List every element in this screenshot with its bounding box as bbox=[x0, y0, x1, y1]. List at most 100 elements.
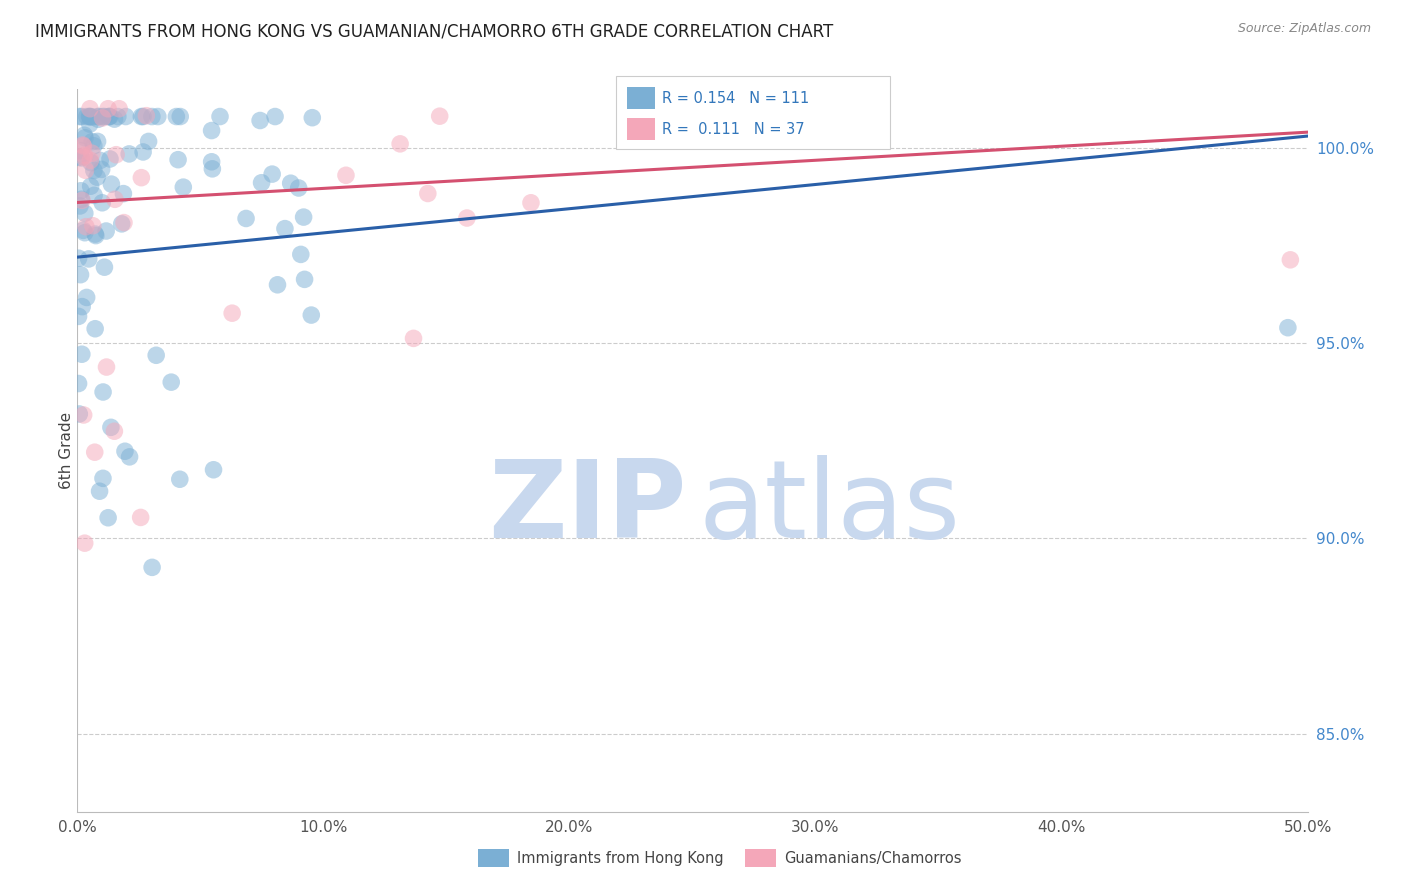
Point bbox=[520, 195, 543, 210]
Point bbox=[416, 186, 439, 201]
Point bbox=[76, 290, 98, 304]
Point bbox=[84, 322, 107, 336]
Point bbox=[456, 211, 478, 225]
Point bbox=[266, 277, 288, 292]
Point bbox=[118, 147, 141, 161]
Text: IMMIGRANTS FROM HONG KONG VS GUAMANIAN/CHAMORRO 6TH GRADE CORRELATION CHART: IMMIGRANTS FROM HONG KONG VS GUAMANIAN/C… bbox=[35, 22, 834, 40]
Point bbox=[389, 136, 412, 151]
Point bbox=[67, 376, 90, 391]
Point bbox=[70, 347, 93, 361]
Point bbox=[67, 407, 90, 421]
Point bbox=[202, 463, 225, 477]
Point bbox=[91, 384, 114, 399]
Point bbox=[98, 152, 121, 166]
Point bbox=[138, 135, 160, 149]
Point bbox=[112, 216, 135, 230]
Text: atlas: atlas bbox=[699, 455, 960, 561]
Point bbox=[75, 130, 97, 145]
Point bbox=[221, 306, 243, 320]
Point bbox=[100, 420, 122, 434]
Point bbox=[235, 211, 257, 226]
Point bbox=[287, 181, 309, 195]
Point bbox=[105, 147, 128, 161]
Y-axis label: 6th Grade: 6th Grade bbox=[59, 412, 73, 489]
Point bbox=[72, 223, 94, 237]
Point bbox=[118, 450, 141, 464]
Point bbox=[146, 110, 169, 124]
Point bbox=[91, 110, 114, 124]
Point bbox=[1279, 252, 1302, 267]
Point bbox=[335, 168, 357, 182]
Point bbox=[72, 139, 94, 153]
Point bbox=[67, 150, 90, 164]
Point bbox=[201, 161, 224, 176]
Point bbox=[135, 109, 157, 123]
Point bbox=[73, 408, 96, 422]
Point bbox=[87, 110, 110, 124]
Point bbox=[107, 110, 129, 124]
Point bbox=[79, 110, 101, 124]
Point bbox=[72, 150, 94, 164]
Point bbox=[70, 194, 93, 208]
Point bbox=[96, 359, 118, 374]
Point bbox=[93, 110, 115, 124]
Point bbox=[72, 138, 94, 153]
Point bbox=[103, 424, 125, 438]
Point bbox=[290, 247, 312, 261]
Point bbox=[70, 184, 93, 198]
Point bbox=[112, 186, 135, 201]
Point bbox=[280, 176, 302, 190]
Point bbox=[76, 110, 98, 124]
Point bbox=[201, 154, 224, 169]
Point bbox=[299, 308, 322, 322]
Point bbox=[82, 135, 104, 149]
Point bbox=[111, 217, 134, 231]
Point bbox=[86, 135, 108, 149]
Point bbox=[90, 162, 112, 177]
Point bbox=[97, 102, 120, 116]
Point bbox=[167, 153, 190, 167]
Point bbox=[83, 138, 105, 153]
Point bbox=[294, 272, 316, 286]
Point bbox=[169, 472, 191, 486]
Point bbox=[91, 471, 114, 485]
Point bbox=[73, 536, 96, 550]
Point bbox=[70, 151, 93, 165]
Text: R =  0.111   N = 37: R = 0.111 N = 37 bbox=[662, 122, 804, 136]
Point bbox=[402, 331, 425, 345]
Point bbox=[114, 444, 136, 458]
Point bbox=[108, 102, 131, 116]
Point bbox=[91, 195, 114, 210]
Point bbox=[103, 112, 125, 127]
Point bbox=[83, 188, 105, 202]
Point bbox=[79, 117, 101, 131]
Point bbox=[73, 206, 96, 220]
Point bbox=[141, 560, 163, 574]
Point bbox=[79, 153, 101, 168]
Point bbox=[70, 192, 93, 206]
Point bbox=[75, 219, 97, 234]
Point bbox=[87, 110, 110, 124]
Point bbox=[79, 110, 101, 124]
Point bbox=[301, 111, 323, 125]
Point bbox=[75, 163, 97, 178]
Point bbox=[208, 110, 231, 124]
Point bbox=[87, 112, 110, 127]
Point bbox=[82, 219, 104, 233]
Point bbox=[79, 102, 101, 116]
Point bbox=[89, 153, 111, 168]
Point bbox=[80, 155, 103, 169]
Point bbox=[429, 109, 451, 123]
Point bbox=[249, 113, 271, 128]
Point bbox=[67, 251, 90, 265]
Text: ZIP: ZIP bbox=[488, 455, 686, 561]
Point bbox=[98, 110, 121, 124]
Point bbox=[98, 110, 121, 124]
Point bbox=[73, 128, 96, 143]
Point bbox=[114, 110, 136, 124]
Point bbox=[129, 510, 152, 524]
Point bbox=[160, 375, 183, 389]
Point bbox=[83, 163, 105, 178]
Point bbox=[84, 228, 107, 243]
Point bbox=[69, 199, 91, 213]
